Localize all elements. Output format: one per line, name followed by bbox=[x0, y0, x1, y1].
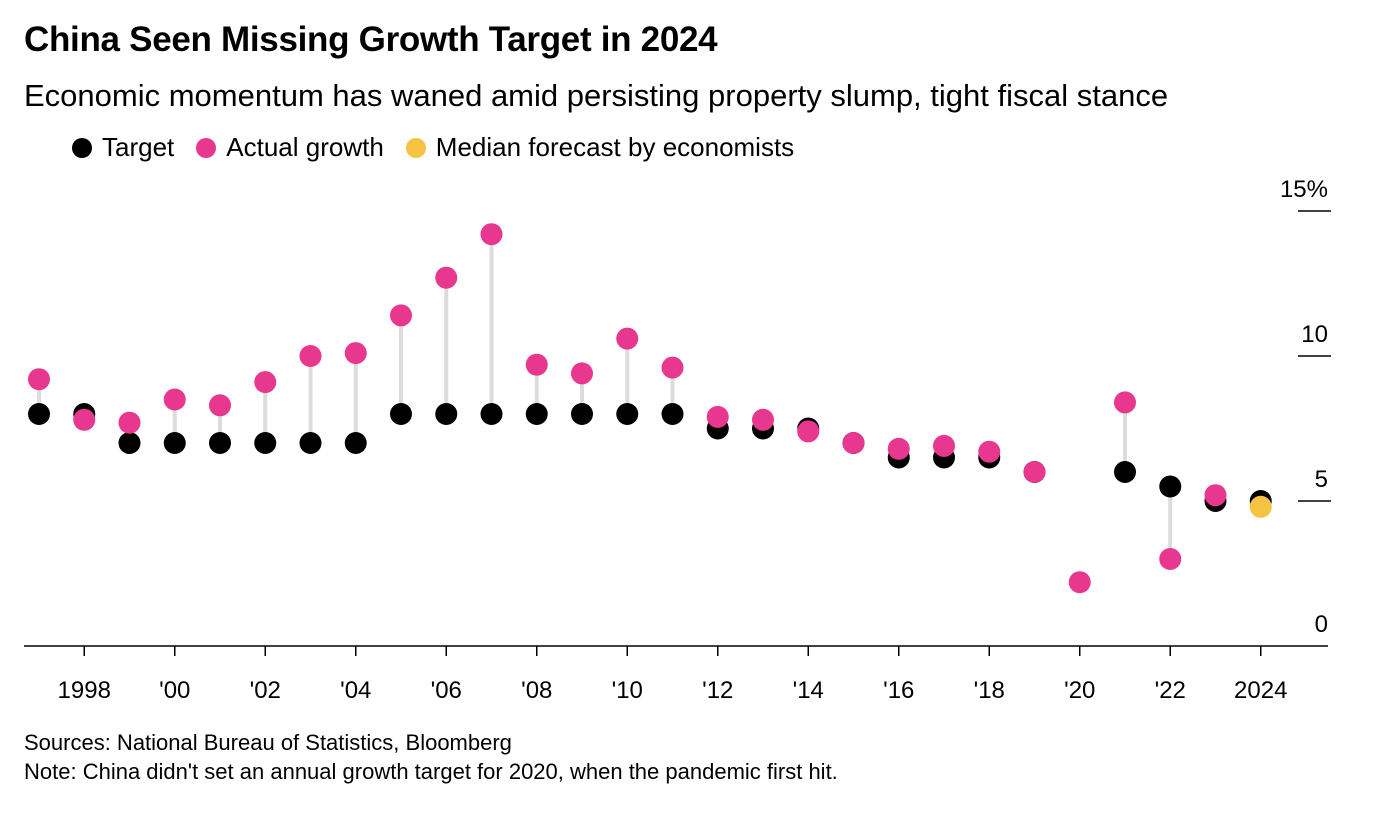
actual-growth-point bbox=[209, 394, 231, 417]
legend-item-actual: Actual growth bbox=[196, 132, 384, 163]
actual-growth-point bbox=[1159, 548, 1182, 570]
legend-item-forecast: Median forecast by economists bbox=[405, 132, 795, 163]
target-point bbox=[1114, 461, 1136, 483]
actual-growth-point bbox=[1068, 571, 1091, 594]
actual-growth-point bbox=[435, 266, 458, 289]
legend-swatch-target bbox=[72, 137, 92, 158]
target-point bbox=[344, 432, 367, 454]
actual-growth-point bbox=[933, 434, 955, 457]
actual-growth-point bbox=[571, 362, 593, 385]
actual-growth-point bbox=[797, 420, 820, 443]
legend-swatch-forecast bbox=[405, 137, 426, 158]
y-tick-label: 0 bbox=[1315, 611, 1328, 638]
legend-label-actual: Actual growth bbox=[226, 132, 384, 162]
target-point bbox=[525, 403, 548, 425]
target-point bbox=[299, 432, 322, 454]
target-point bbox=[254, 432, 277, 454]
y-tick-label: 10 bbox=[1301, 321, 1328, 348]
x-tick-label: '16 bbox=[883, 677, 914, 704]
x-tick-label: '02 bbox=[250, 677, 281, 704]
target-point bbox=[209, 432, 231, 454]
actual-growth-point bbox=[887, 437, 910, 460]
actual-growth-point bbox=[661, 356, 684, 379]
x-tick-label: '22 bbox=[1155, 677, 1186, 704]
forecast-point bbox=[1249, 495, 1272, 518]
target-point bbox=[163, 432, 186, 454]
actual-growth-point bbox=[254, 371, 277, 394]
legend-swatch-actual bbox=[196, 137, 217, 158]
x-tick-label: '06 bbox=[431, 677, 462, 704]
target-point bbox=[616, 403, 639, 425]
target-point bbox=[28, 403, 50, 425]
sources-text: Sources: National Bureau of Statistics, … bbox=[24, 730, 512, 755]
actual-growth-point bbox=[118, 411, 141, 434]
x-tick-label: '18 bbox=[974, 677, 1005, 704]
actual-growth-point bbox=[1114, 391, 1136, 414]
chart-legend: Target Actual growth Median forecast by … bbox=[72, 132, 816, 163]
actual-growth-point bbox=[706, 405, 729, 428]
chart-footer: Sources: National Bureau of Statistics, … bbox=[24, 728, 838, 786]
target-point bbox=[661, 403, 684, 425]
target-point bbox=[1159, 475, 1182, 498]
actual-growth-point bbox=[390, 304, 412, 327]
actual-growth-point bbox=[525, 353, 548, 376]
note-text: Note: China didn't set an annual growth … bbox=[24, 759, 838, 784]
x-tick-label: '08 bbox=[521, 677, 552, 704]
actual-growth-point bbox=[842, 432, 865, 454]
actual-growth-point bbox=[616, 327, 639, 350]
y-tick-label: 15% bbox=[1280, 176, 1328, 203]
x-tick-label: '10 bbox=[612, 677, 643, 704]
x-tick-label: '14 bbox=[793, 677, 824, 704]
actual-growth-point bbox=[73, 408, 96, 431]
chart-title: China Seen Missing Growth Target in 2024 bbox=[24, 20, 718, 59]
actual-growth-point bbox=[163, 388, 186, 411]
x-tick-label: '00 bbox=[159, 677, 190, 704]
actual-growth-point bbox=[752, 408, 774, 431]
x-tick-label: '12 bbox=[702, 677, 733, 704]
chart-subtitle: Economic momentum has waned amid persist… bbox=[24, 78, 1169, 113]
legend-item-target: Target bbox=[72, 132, 174, 163]
x-tick-label: '04 bbox=[340, 677, 371, 704]
actual-growth-point bbox=[299, 345, 322, 367]
actual-growth-point bbox=[1023, 461, 1046, 483]
legend-label-target: Target bbox=[102, 132, 175, 162]
actual-growth-point bbox=[28, 368, 50, 391]
x-tick-label: 2024 bbox=[1234, 677, 1287, 704]
target-point bbox=[480, 403, 503, 425]
x-tick-label: '20 bbox=[1064, 677, 1095, 704]
actual-growth-point bbox=[1204, 484, 1227, 507]
x-tick-label: 1998 bbox=[58, 677, 111, 704]
target-point bbox=[390, 403, 412, 425]
y-tick-label: 5 bbox=[1315, 466, 1328, 493]
actual-growth-point bbox=[978, 440, 1001, 463]
legend-label-forecast: Median forecast by economists bbox=[435, 132, 795, 162]
actual-growth-point bbox=[480, 223, 503, 246]
target-point bbox=[571, 403, 593, 425]
target-point bbox=[118, 432, 141, 454]
actual-growth-point bbox=[344, 342, 367, 365]
target-point bbox=[435, 403, 458, 425]
